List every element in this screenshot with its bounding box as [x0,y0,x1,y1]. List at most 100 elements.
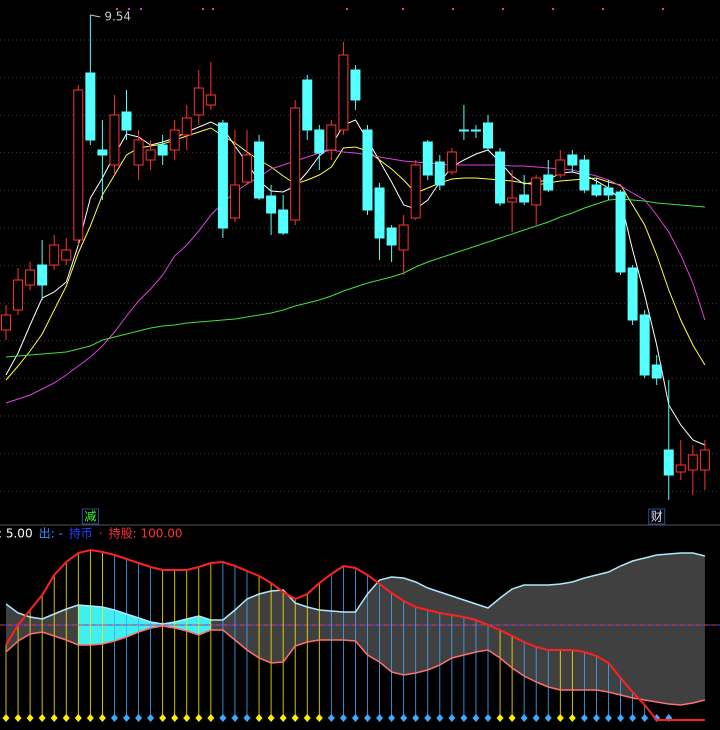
candle-body [278,209,289,234]
signal-marker [436,714,444,722]
signal-marker [568,714,576,722]
signal-marker [472,714,480,722]
signal-marker [50,714,58,722]
candle-body [422,141,433,176]
candle-body [205,94,216,106]
candle-body [591,184,602,196]
candle-body [410,164,421,219]
candle-body [37,264,48,286]
signal-marker [195,714,203,722]
candle-body [85,72,96,141]
signal-marker [424,714,432,722]
signal-marker [207,714,215,722]
signal-marker [592,714,600,722]
candle-body [181,117,192,136]
signal-marker [412,714,420,722]
candle-body [145,149,156,161]
candle-body [133,139,144,166]
signal-marker [448,714,456,722]
candle-body [109,114,120,166]
annotation-leader [90,14,101,18]
legend-entry: 持股: 100.00 [109,526,183,541]
signal-marker [243,714,251,722]
signal-marker [327,714,335,722]
signal-marker [267,714,275,722]
candle-body [97,149,108,156]
candle-body [290,107,301,221]
candle-body [61,249,72,261]
signal-line [5,548,705,721]
candle-body [531,177,542,206]
legend-entry: 持币 [69,526,93,541]
upper-band [5,552,706,625]
signal-marker [14,714,22,722]
candle-body [495,151,506,204]
signal-marker [388,714,396,722]
candle-body [627,267,638,321]
candle-body [157,144,168,156]
signal-marker [460,714,468,722]
candle-body [507,197,518,203]
candle-body [193,87,204,116]
candle-body [555,159,566,176]
signal-marker [376,714,384,722]
candle-body [314,129,325,154]
candle-body [579,159,590,191]
candle-body [651,364,662,379]
signal-marker [74,714,82,722]
signal-marker [520,714,528,722]
candle-body [266,195,277,214]
signal-marker [496,714,504,722]
candle-body [687,454,698,471]
candle-body [675,464,686,473]
signal-marker [62,714,70,722]
candle-body [338,54,349,131]
moving-average [5,127,706,381]
candle-body [302,79,313,131]
candle-body [121,111,132,131]
candle-body [49,244,60,266]
signal-marker [484,714,492,722]
candle-body [519,194,530,203]
signal-marker [86,714,94,722]
candle-body [169,129,180,151]
candle-body [217,122,228,229]
candle-body [434,161,445,186]
moving-average [5,119,706,446]
candle-body [398,224,409,251]
candle-body [242,154,252,183]
signal-marker [508,714,516,722]
candle-body [326,124,337,151]
candle-body [470,129,481,132]
signal-marker [110,714,118,722]
event-label: 减 [84,510,96,524]
candle-body [543,174,554,191]
signal-marker [641,714,649,722]
signal-marker [279,714,287,722]
event-label: 财 [651,510,663,524]
candle-body [458,129,469,132]
high-annotation: 9.54 [104,10,131,24]
signal-marker [219,714,227,722]
candle-body [615,191,626,273]
signal-marker [135,714,143,722]
signal-marker [147,714,155,722]
candle-body [13,279,24,311]
candle-body [699,449,710,471]
moving-average [5,198,705,358]
signal-marker [38,714,46,722]
candle-body [25,269,36,286]
candle-body [254,141,265,199]
candle-body [483,122,493,149]
candle-body [374,187,385,239]
candle-body [446,151,457,173]
candle-body [663,449,674,476]
signal-marker [2,714,10,722]
signal-marker [303,714,311,722]
signal-marker [617,714,625,722]
event-box [648,508,666,525]
signal-marker [255,714,263,722]
legend-entry: · [99,527,103,541]
signal-marker [315,714,323,722]
